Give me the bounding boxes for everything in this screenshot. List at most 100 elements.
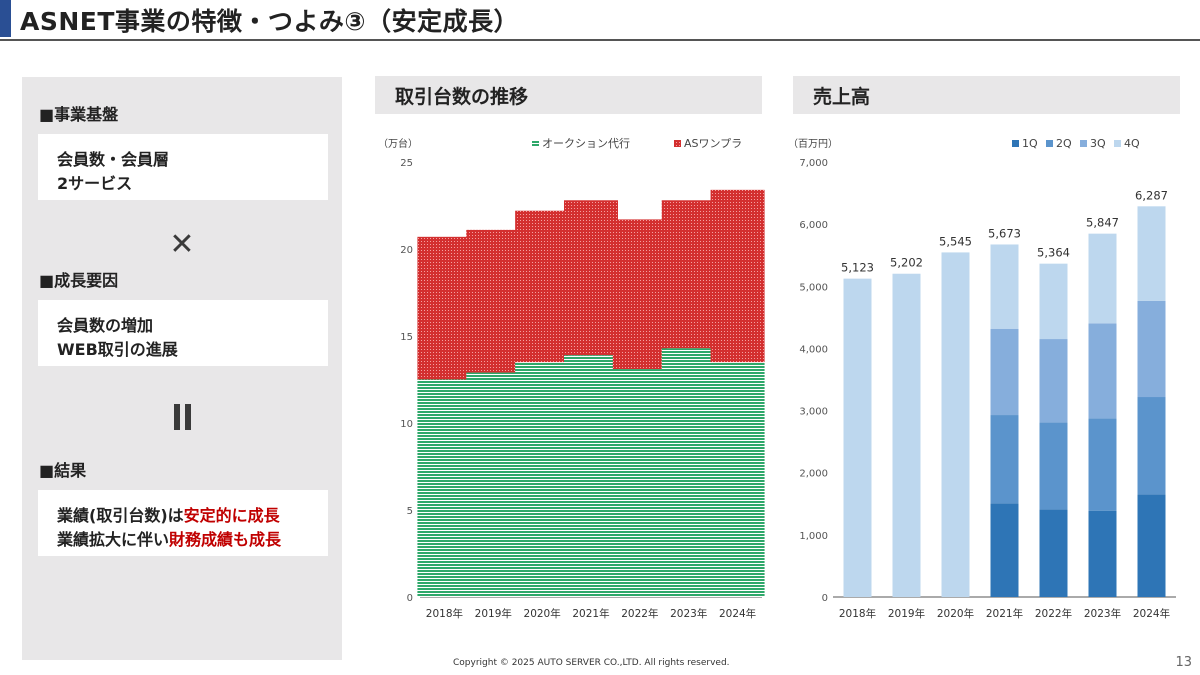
chart-header-sales: 売上高 (793, 76, 1180, 114)
bar-オークション代行-2020年 (515, 362, 570, 597)
legend-swatch-オークション代行 (532, 140, 539, 147)
y-tick-label: 10 (400, 419, 413, 430)
legend-label: 1Q (1022, 137, 1038, 150)
bar-2Q-2023年 (1088, 418, 1117, 511)
total-data-label: 5,364 (1037, 246, 1070, 260)
bar-オークション代行-2018年 (417, 379, 472, 597)
legend-swatch-1Q (1012, 140, 1019, 147)
bar-ASワンプラ-2019年 (466, 229, 521, 373)
total-data-label: 5,545 (939, 234, 972, 248)
y-axis-label: （万台） (378, 137, 418, 150)
y-tick-label: 15 (400, 332, 413, 343)
y-tick-label: 5,000 (799, 282, 828, 293)
x-tick-label: 2020年 (524, 607, 561, 620)
card-line: 業績拡大に伴い財務成績も成長 (57, 526, 281, 550)
legend-swatch-2Q (1046, 140, 1053, 147)
x-tick-label: 2019年 (888, 607, 925, 620)
legend-label: 2Q (1056, 137, 1072, 150)
chart-title-sales: 売上高 (813, 86, 871, 108)
title-accent-bar (0, 0, 11, 37)
x-tick-label: 2021年 (572, 607, 609, 620)
y-tick-label: 1,000 (799, 531, 828, 542)
bar-オークション代行-2023年 (661, 348, 716, 597)
legend-label: オークション代行 (542, 137, 630, 150)
x-tick-label: 2022年 (1035, 607, 1072, 620)
section-heading-business-base: ■事業基盤 (39, 105, 119, 124)
card-text: 会員数・会員層 (57, 150, 170, 169)
x-tick-label: 2023年 (1084, 607, 1121, 620)
card-business-base: 会員数・会員層 2サービス (38, 134, 328, 200)
bar-2Q-2024年 (1137, 397, 1166, 495)
card-results: 業績(取引台数)は安定的に成長 業績拡大に伴い財務成績も成長 (38, 490, 328, 556)
bar-ASワンプラ-2023年 (661, 200, 716, 349)
bar-4Q-2024年 (1137, 206, 1166, 301)
bar-オークション代行-2019年 (466, 372, 521, 597)
chart-title-transactions: 取引台数の推移 (395, 86, 529, 108)
y-tick-label: 5 (407, 506, 413, 517)
card-highlight-text: 財務成績も成長 (169, 530, 282, 549)
bar-3Q-2022年 (1039, 339, 1068, 423)
page-number: 13 (1175, 655, 1192, 670)
total-data-label: 5,123 (841, 261, 874, 275)
x-tick-label: 2024年 (719, 607, 756, 620)
x-tick-label: 2018年 (426, 607, 463, 620)
section-heading-growth-factors: ■成長要因 (39, 271, 119, 290)
bar-オークション代行-2024年 (710, 362, 765, 597)
card-line: 会員数の増加 (57, 312, 153, 336)
bar-オークション代行-2021年 (564, 355, 618, 597)
card-highlight-text: 安定的に成長 (183, 506, 280, 525)
y-tick-label: 0 (407, 593, 413, 604)
bar-3Q-2021年 (990, 328, 1019, 416)
x-tick-label: 2019年 (475, 607, 512, 620)
legend-label: ASワンプラ (684, 137, 742, 150)
bar-4Q-2020年 (941, 252, 970, 598)
card-text: 業績拡大に伴い (57, 530, 170, 549)
bar-3Q-2024年 (1137, 300, 1166, 398)
total-data-label: 5,673 (988, 226, 1021, 240)
bar-3Q-2023年 (1088, 323, 1117, 419)
bar-2Q-2021年 (990, 415, 1019, 504)
card-text: 2サービス (57, 174, 133, 193)
y-tick-label: 0 (822, 593, 828, 604)
card-growth-factors: 会員数の増加 WEB取引の進展 (38, 300, 328, 366)
bar-ASワンプラ-2024年 (710, 189, 765, 363)
times-icon: ✕ (169, 227, 195, 262)
bar-4Q-2021年 (990, 244, 1019, 329)
page-title: ASNET事業の特徴・つよみ③（安定成長） (20, 7, 520, 36)
bar-ASワンプラ-2020年 (515, 210, 570, 363)
card-line: 2サービス (57, 170, 132, 194)
bar-1Q-2023年 (1088, 510, 1117, 597)
x-tick-label: 2022年 (621, 607, 658, 620)
total-data-label: 5,202 (890, 256, 923, 270)
bar-4Q-2022年 (1039, 263, 1068, 340)
card-line: 業績(取引台数)は安定的に成長 (57, 502, 280, 526)
bar-ASワンプラ-2021年 (564, 200, 618, 356)
bar-1Q-2021年 (990, 503, 1019, 597)
bar-4Q-2019年 (892, 273, 921, 597)
card-line: 会員数・会員層 (57, 146, 169, 170)
copyright-footer: Copyright © 2025 AUTO SERVER CO.,LTD. Al… (453, 658, 730, 668)
y-tick-label: 6,000 (799, 220, 828, 231)
card-text: 会員数の増加 (57, 316, 154, 335)
legend-label: 3Q (1090, 137, 1106, 150)
y-tick-label: 7,000 (799, 158, 828, 169)
left-summary-panel: ■事業基盤 会員数・会員層 2サービス ✕ ■成長要因 会員数の増加 WEB取引… (22, 77, 342, 660)
total-data-label: 6,287 (1135, 188, 1168, 202)
bar-1Q-2024年 (1137, 494, 1166, 597)
y-axis-label: （百万円） (788, 138, 838, 150)
total-data-label: 5,847 (1086, 216, 1119, 230)
card-text: 業績(取引台数)は (57, 506, 184, 525)
bar-ASワンプラ-2018年 (417, 236, 472, 380)
x-tick-label: 2018年 (839, 607, 876, 620)
legend-label: 4Q (1124, 137, 1140, 150)
x-tick-label: 2023年 (670, 607, 707, 620)
card-line: WEB取引の進展 (57, 336, 178, 360)
legend-swatch-4Q (1114, 140, 1121, 147)
bar-2Q-2022年 (1039, 422, 1068, 510)
bar-ASワンプラ-2022年 (612, 219, 667, 370)
y-tick-label: 25 (400, 158, 413, 169)
legend-swatch-3Q (1080, 140, 1087, 147)
legend-swatch-ASワンプラ (674, 140, 681, 147)
section-heading-results: ■結果 (39, 461, 87, 480)
y-tick-label: 3,000 (799, 407, 828, 418)
